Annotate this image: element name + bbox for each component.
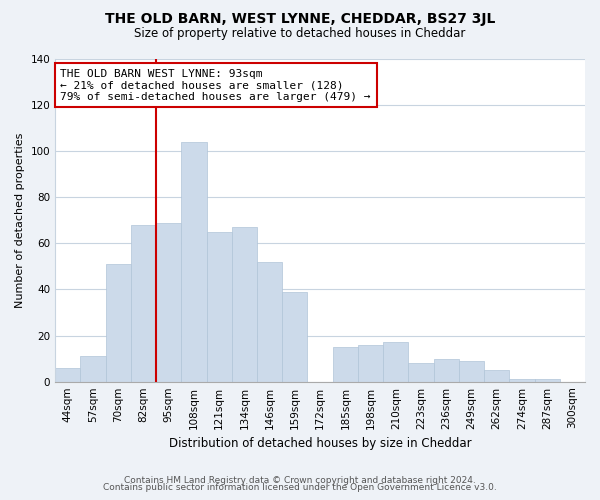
Bar bbox=[181, 142, 206, 382]
Bar bbox=[131, 225, 156, 382]
Text: Contains HM Land Registry data © Crown copyright and database right 2024.: Contains HM Land Registry data © Crown c… bbox=[124, 476, 476, 485]
Text: THE OLD BARN WEST LYNNE: 93sqm
← 21% of detached houses are smaller (128)
79% of: THE OLD BARN WEST LYNNE: 93sqm ← 21% of … bbox=[61, 68, 371, 102]
Bar bbox=[434, 358, 459, 382]
Bar bbox=[80, 356, 106, 382]
Bar bbox=[257, 262, 282, 382]
Bar bbox=[206, 232, 232, 382]
Text: Size of property relative to detached houses in Cheddar: Size of property relative to detached ho… bbox=[134, 28, 466, 40]
Bar bbox=[535, 380, 560, 382]
Bar bbox=[232, 228, 257, 382]
Bar bbox=[459, 361, 484, 382]
Bar bbox=[332, 347, 358, 382]
Text: THE OLD BARN, WEST LYNNE, CHEDDAR, BS27 3JL: THE OLD BARN, WEST LYNNE, CHEDDAR, BS27 … bbox=[105, 12, 495, 26]
Bar bbox=[484, 370, 509, 382]
Bar bbox=[106, 264, 131, 382]
X-axis label: Distribution of detached houses by size in Cheddar: Distribution of detached houses by size … bbox=[169, 437, 472, 450]
Y-axis label: Number of detached properties: Number of detached properties bbox=[15, 132, 25, 308]
Bar bbox=[509, 380, 535, 382]
Bar bbox=[358, 345, 383, 382]
Text: Contains public sector information licensed under the Open Government Licence v3: Contains public sector information licen… bbox=[103, 484, 497, 492]
Bar bbox=[383, 342, 409, 382]
Bar bbox=[156, 222, 181, 382]
Bar bbox=[55, 368, 80, 382]
Bar bbox=[409, 363, 434, 382]
Bar bbox=[282, 292, 307, 382]
